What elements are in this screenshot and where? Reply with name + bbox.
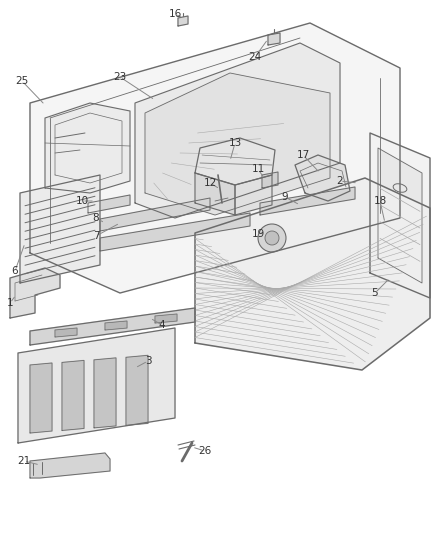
Polygon shape: [55, 328, 77, 337]
Text: 9: 9: [282, 192, 288, 202]
Text: 25: 25: [15, 76, 28, 86]
Text: 18: 18: [373, 196, 387, 206]
Text: 11: 11: [251, 164, 265, 174]
Text: 2: 2: [337, 176, 343, 186]
Polygon shape: [195, 138, 275, 185]
Polygon shape: [126, 356, 148, 425]
Polygon shape: [30, 23, 400, 293]
Text: 12: 12: [203, 178, 217, 188]
Polygon shape: [18, 328, 175, 443]
Polygon shape: [62, 360, 84, 431]
Polygon shape: [30, 308, 195, 345]
Text: 5: 5: [372, 288, 378, 298]
Text: 3: 3: [145, 356, 151, 366]
Polygon shape: [235, 175, 272, 215]
Polygon shape: [20, 175, 100, 283]
Text: 24: 24: [248, 52, 261, 62]
Polygon shape: [100, 198, 210, 231]
Text: 21: 21: [18, 456, 31, 466]
Polygon shape: [378, 148, 422, 283]
Text: 4: 4: [159, 320, 165, 330]
Text: 16: 16: [168, 9, 182, 19]
Text: 23: 23: [113, 72, 127, 82]
Text: 6: 6: [12, 266, 18, 276]
Text: 26: 26: [198, 446, 212, 456]
Polygon shape: [195, 178, 430, 370]
Polygon shape: [178, 16, 188, 26]
Polygon shape: [100, 213, 250, 251]
Text: 8: 8: [93, 213, 99, 223]
Polygon shape: [262, 172, 278, 188]
Polygon shape: [30, 363, 52, 433]
Text: 17: 17: [297, 150, 310, 160]
Polygon shape: [145, 73, 330, 215]
Polygon shape: [10, 268, 60, 318]
Polygon shape: [155, 314, 177, 323]
Text: 7: 7: [93, 231, 99, 241]
Polygon shape: [260, 187, 355, 215]
Polygon shape: [45, 103, 130, 193]
Text: 1: 1: [7, 298, 13, 308]
Text: 19: 19: [251, 229, 265, 239]
Polygon shape: [30, 453, 110, 478]
Polygon shape: [105, 321, 127, 330]
Polygon shape: [370, 133, 430, 298]
Polygon shape: [135, 43, 340, 218]
Polygon shape: [295, 155, 350, 201]
Polygon shape: [268, 33, 280, 45]
Circle shape: [258, 224, 286, 252]
Text: 10: 10: [75, 196, 88, 206]
Polygon shape: [94, 358, 116, 428]
Circle shape: [265, 231, 279, 245]
Polygon shape: [195, 173, 235, 215]
Polygon shape: [88, 195, 130, 213]
Text: 13: 13: [228, 138, 242, 148]
